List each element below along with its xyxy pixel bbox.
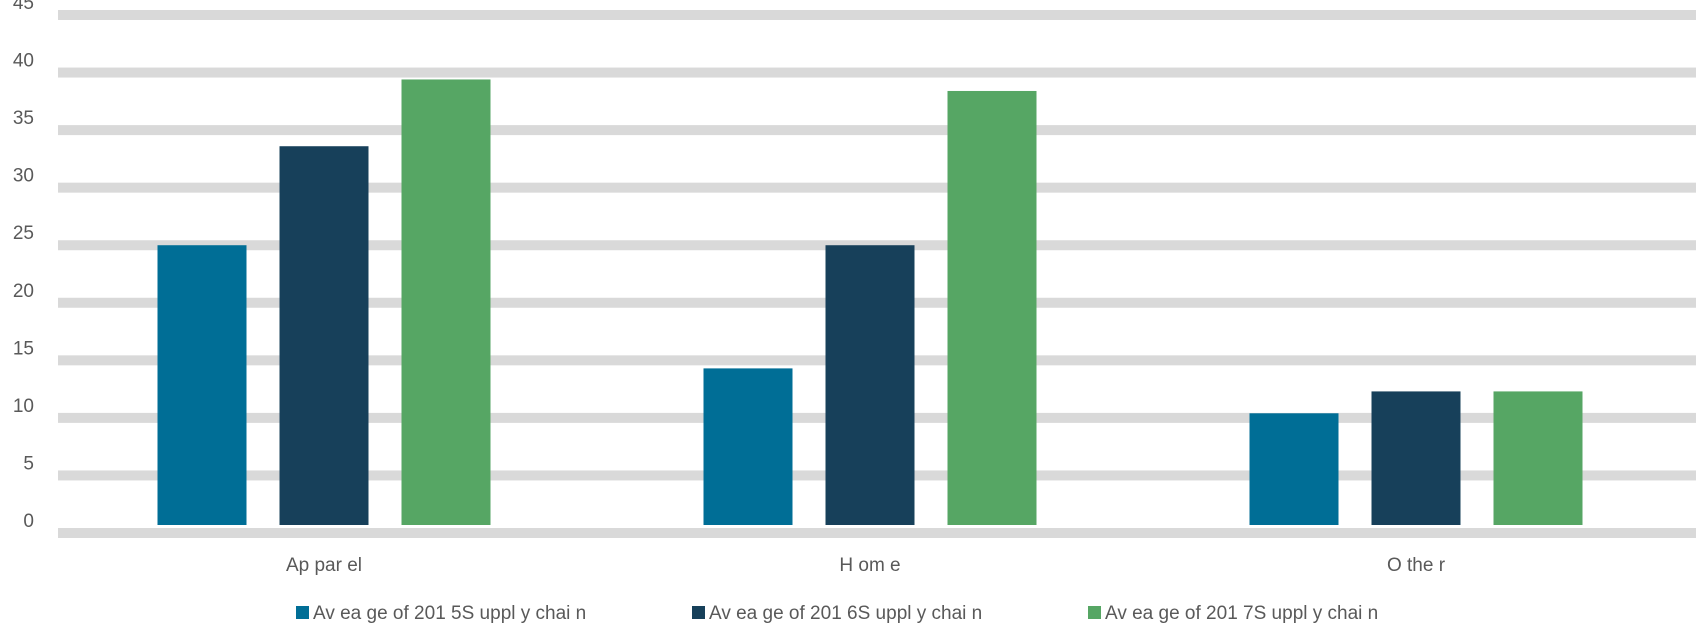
legend-swatch-1	[296, 606, 309, 619]
gridline	[58, 10, 1696, 20]
legend: Av ea ge of 201 5S uppl y chai n Av ea ge…	[296, 603, 1378, 624]
bar-1-2	[703, 368, 793, 525]
y-tick-label: 35	[13, 108, 34, 129]
bar-1-3	[1249, 413, 1339, 525]
bar-2-3	[1371, 391, 1461, 525]
bar-3-2	[947, 90, 1037, 526]
gridline	[58, 528, 1696, 538]
y-tick-label: 45	[13, 0, 34, 14]
bar-2-2	[825, 245, 915, 525]
y-tick-label: 5	[23, 453, 34, 474]
x-axis-categories: Ap par el H om e O the r	[286, 555, 1446, 576]
y-tick-label: 20	[13, 281, 34, 302]
gridline	[58, 67, 1696, 78]
bar-3-3	[1493, 391, 1583, 525]
legend-swatch-2	[692, 606, 705, 619]
x-category-label: H om e	[839, 555, 900, 576]
gridline	[58, 125, 1696, 136]
y-tick-label: 25	[13, 223, 34, 244]
legend-label-3: Av ea ge of 201 7S uppl y chai n	[1105, 603, 1378, 624]
y-tick-label: 0	[23, 511, 34, 532]
y-tick-label: 10	[13, 396, 34, 417]
legend-swatch-3	[1088, 606, 1101, 619]
x-category-label: O the r	[1387, 555, 1446, 576]
y-axis-ticks: 0 5 10 15 20 25 30 35 40 45	[13, 0, 34, 532]
legend-label-1: Av ea ge of 201 5S uppl y chai n	[313, 603, 586, 624]
bars	[157, 79, 1583, 526]
legend-label-2: Av ea ge of 201 6S uppl y chai n	[709, 603, 982, 624]
bar-1-1	[157, 245, 247, 525]
x-category-label: Ap par el	[286, 555, 362, 576]
y-tick-label: 40	[13, 51, 34, 72]
gridline	[58, 182, 1696, 193]
y-tick-label: 30	[13, 166, 34, 187]
bar-2-1	[279, 146, 369, 525]
bar-3-1	[401, 79, 491, 525]
y-tick-label: 15	[13, 338, 34, 359]
